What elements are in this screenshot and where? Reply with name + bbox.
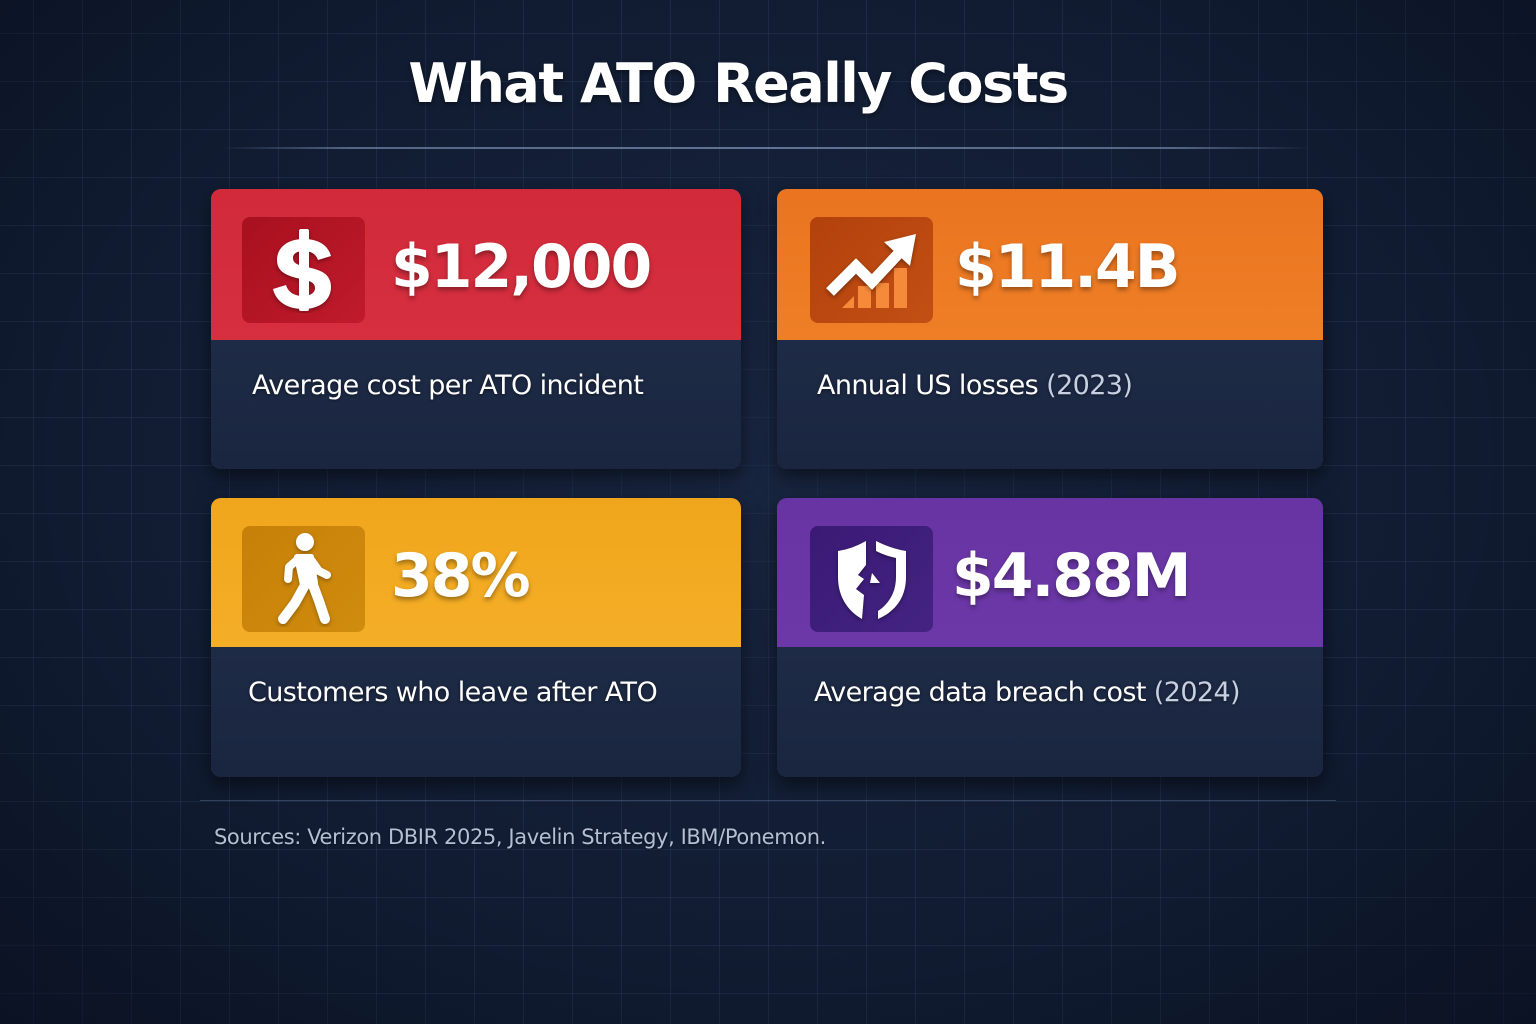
sources-note: Sources: Verizon DBIR 2025, Javelin Stra… [214,825,826,849]
icon-box [242,217,365,323]
stat-value: 38% [391,541,531,611]
trending-up-chart-icon [825,234,916,308]
stat-value: $4.88M [952,541,1191,611]
broken-shield-mask-icon [837,541,906,619]
stat-card-annual-us-losses: $11.4B Annual US losses (2023) [777,189,1323,469]
card-header: $11.4B [777,189,1323,340]
stat-card-avg-data-breach-cost: $4.88M Average data breach cost (2024) [777,498,1323,777]
stat-card-customers-who-leave: 38% Customers who leave after ATO [211,498,741,777]
stat-label: Average cost per ATO incident [252,370,644,401]
card-body: Customers who leave after ATO [211,647,741,777]
walking-person-icon [277,533,331,624]
stat-label-text: Average cost per ATO incident [252,370,644,401]
icon-box [242,526,365,632]
page-title: What ATO Really Costs [408,52,1069,115]
icon-box [810,217,933,323]
stat-label-text: Annual US losses [817,370,1039,401]
card-header: $4.88M [777,498,1323,647]
card-body: Average data breach cost (2024) [777,647,1323,777]
stat-label: Average data breach cost (2024) [814,677,1241,708]
stat-label-year: (2023) [1038,370,1133,401]
footer-divider [200,800,1336,801]
card-header: 38% [211,498,741,647]
icon-box [810,526,933,632]
stat-label-text: Average data breach cost [814,677,1146,708]
stat-label: Customers who leave after ATO [248,677,658,708]
card-body: Annual US losses (2023) [777,340,1323,469]
stat-card-avg-cost-per-incident: $12,000 Average cost per ATO incident [211,189,741,469]
stat-label-text: Customers who leave after ATO [248,677,658,708]
card-header: $12,000 [211,189,741,340]
stat-value: $11.4B [955,232,1181,302]
stat-value: $12,000 [391,232,652,302]
dollar-sign-icon [272,229,331,311]
stat-label-year: (2024) [1145,677,1241,708]
title-divider [220,147,1310,149]
card-body: Average cost per ATO incident [211,340,741,469]
stat-label: Annual US losses (2023) [817,370,1133,401]
